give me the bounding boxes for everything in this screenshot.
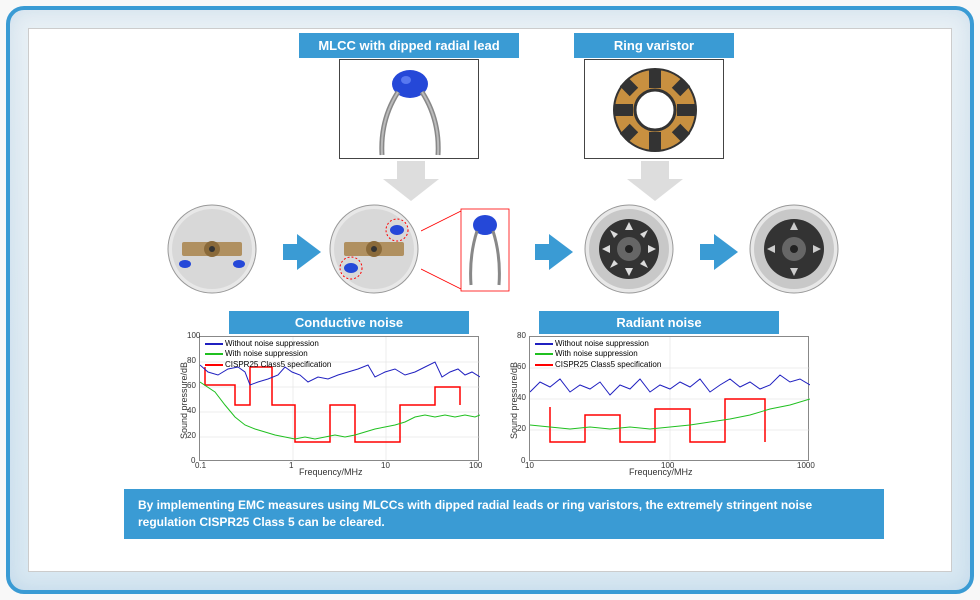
mlcc-label: MLCC with dipped radial lead: [299, 33, 519, 58]
mlcc-capacitor-icon: [340, 60, 480, 160]
tick: 10: [381, 461, 390, 470]
outer-frame: MLCC with dipped radial lead Ring varist…: [6, 6, 974, 594]
tick: 60: [517, 362, 526, 371]
radiant-legend: Without noise suppression With noise sup…: [535, 339, 661, 370]
tick: 20: [517, 424, 526, 433]
arrow-right-icon: [549, 234, 573, 270]
tick: 20: [187, 431, 196, 440]
arrow-right-icon: [714, 234, 738, 270]
tick: 80: [517, 331, 526, 340]
content-panel: MLCC with dipped radial lead Ring varist…: [28, 28, 952, 572]
x-axis-label: Frequency/MHz: [299, 467, 363, 477]
tick: 1000: [797, 461, 815, 470]
motor-varistor-icon: [584, 204, 674, 294]
mlcc-detail-icon: [421, 201, 511, 297]
tick: 100: [661, 461, 674, 470]
motor-plain-icon: [167, 204, 257, 294]
arrow-right-icon: [297, 234, 321, 270]
mlcc-box: [339, 59, 479, 159]
tick: 0.1: [195, 461, 206, 470]
conductive-legend: Without noise suppression With noise sup…: [205, 339, 331, 370]
tick: 60: [187, 381, 196, 390]
ring-varistor-label: Ring varistor: [574, 33, 734, 58]
motor-final-icon: [749, 204, 839, 294]
conductive-title: Conductive noise: [229, 311, 469, 334]
tick: 80: [187, 356, 196, 365]
tick: 40: [517, 393, 526, 402]
y-axis-label: Sound pressure/dB: [179, 362, 189, 439]
radiant-title: Radiant noise: [539, 311, 779, 334]
summary-banner: By implementing EMC measures using MLCCs…: [124, 489, 884, 539]
arrow-down-icon: [627, 179, 683, 201]
arrow-down-icon: [383, 179, 439, 201]
tick: 100: [469, 461, 482, 470]
tick: 100: [187, 331, 200, 340]
tick: 10: [525, 461, 534, 470]
ring-varistor-box: [584, 59, 724, 159]
ring-varistor-icon: [585, 60, 725, 160]
tick: 1: [289, 461, 293, 470]
tick: 40: [187, 406, 196, 415]
motor-mlcc-icon: [329, 204, 419, 294]
